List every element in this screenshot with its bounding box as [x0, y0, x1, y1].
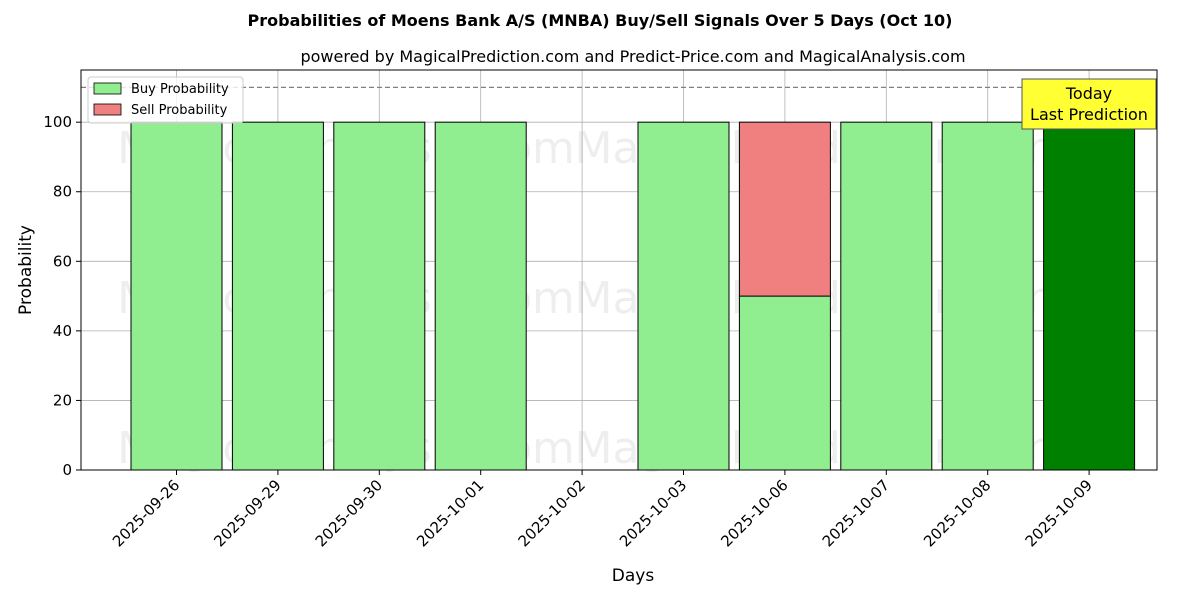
- annotation-line-today: Today: [1065, 84, 1112, 103]
- bar-buy-2025-09-26: [130, 121, 223, 471]
- x-tick-label: 2025-10-06: [717, 476, 791, 550]
- bar-buy-2025-10-06: [738, 295, 831, 471]
- bar-buy-2025-10-08: [941, 121, 1034, 471]
- x-tick-label: 2025-10-02: [515, 476, 589, 550]
- legend-swatch-buy: [93, 82, 122, 95]
- bar-sell-2025-10-06: [738, 121, 831, 297]
- x-tick-label: 2025-09-26: [109, 476, 183, 550]
- x-tick-label: 2025-10-01: [413, 476, 487, 550]
- x-tick-label: 2025-10-08: [920, 476, 994, 550]
- y-tick-label: 40: [53, 322, 72, 340]
- legend-box: [87, 76, 244, 124]
- annotation-box: [1021, 78, 1157, 130]
- y-tick-label: 0: [62, 461, 72, 479]
- legend-swatch-sell: [93, 103, 122, 116]
- y-tick-label: 80: [53, 183, 72, 201]
- y-axis-label: Probability: [16, 225, 36, 315]
- x-axis-label: Days: [612, 566, 655, 586]
- bar-buy-2025-10-07: [840, 121, 933, 471]
- legend-label-sell: Sell Probability: [131, 103, 228, 118]
- x-tick-label: 2025-09-29: [210, 476, 284, 550]
- plot-frame: [80, 69, 1158, 471]
- annotation-line-last-prediction: Last Prediction: [1030, 105, 1148, 124]
- y-axis: 0 20 40 60 80 100: [43, 113, 81, 479]
- x-axis: 2025-09-26 2025-09-29 2025-09-30 2025-10-01…: [109, 470, 1096, 550]
- bars-layer: [130, 121, 1136, 471]
- legend-label-buy: Buy Probability: [131, 82, 229, 97]
- today-annotation: Today Last Prediction: [1021, 78, 1157, 130]
- chart-title: Probabilities of Moens Bank A/S (MNBA) B…: [248, 11, 953, 30]
- bar-buy-2025-10-03: [637, 121, 730, 471]
- x-tick-label: 2025-10-03: [616, 476, 690, 550]
- x-tick-label: 2025-09-30: [312, 476, 386, 550]
- y-tick-label: 60: [53, 252, 72, 270]
- y-tick-label: 20: [53, 391, 72, 409]
- chart-subtitle: powered by MagicalPrediction.com and Pre…: [300, 47, 965, 66]
- bar-buy-2025-09-29: [231, 121, 324, 471]
- bar-buy-2025-10-01: [434, 121, 527, 471]
- bar-buy-2025-09-30: [333, 121, 426, 471]
- x-tick-label: 2025-10-09: [1022, 476, 1096, 550]
- bar-buy-2025-10-09: [1043, 121, 1136, 471]
- y-tick-label: 100: [43, 113, 72, 131]
- x-tick-label: 2025-10-07: [819, 476, 893, 550]
- legend: Buy Probability Sell Probability: [87, 76, 244, 124]
